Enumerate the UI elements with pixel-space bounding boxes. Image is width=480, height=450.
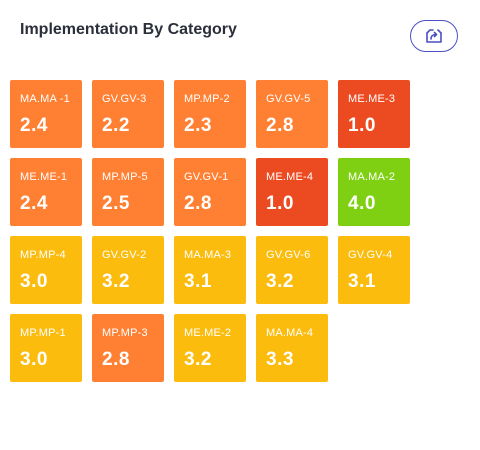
tile-code: MP.MP-1 xyxy=(20,327,66,339)
tile-score: 2.8 xyxy=(266,115,294,136)
category-tile[interactable]: MP.MP-2 2.3 xyxy=(174,80,246,148)
category-tile-grid: MA.MA -1 2.4 GV.GV-3 2.2 MP.MP-2 2.3 GV.… xyxy=(10,80,410,382)
tile-score: 2.8 xyxy=(102,349,130,370)
tile-score: 2.3 xyxy=(184,115,212,136)
tile-code: MP.MP-3 xyxy=(102,327,148,339)
tile-score: 3.0 xyxy=(20,349,48,370)
tile-score: 2.2 xyxy=(102,115,130,136)
category-tile[interactable]: MA.MA-3 3.1 xyxy=(174,236,246,304)
widget-title: Implementation By Category xyxy=(20,21,237,38)
category-tile[interactable]: ME.ME-1 2.4 xyxy=(10,158,82,226)
category-tile[interactable]: MP.MP-1 3.0 xyxy=(10,314,82,382)
export-button[interactable] xyxy=(410,20,458,52)
category-tile[interactable]: GV.GV-6 3.2 xyxy=(256,236,328,304)
tile-code: MP.MP-2 xyxy=(184,93,230,105)
category-tile[interactable]: ME.ME-4 1.0 xyxy=(256,158,328,226)
category-tile[interactable]: GV.GV-5 2.8 xyxy=(256,80,328,148)
category-tile[interactable]: MA.MA -1 2.4 xyxy=(10,80,82,148)
tile-code: ME.ME-2 xyxy=(184,327,232,339)
tile-score: 3.2 xyxy=(184,349,212,370)
tile-score: 3.2 xyxy=(266,271,294,292)
tile-score: 2.4 xyxy=(20,193,48,214)
tile-code: MA.MA-4 xyxy=(266,327,314,339)
tile-code: ME.ME-3 xyxy=(348,93,396,105)
tile-code: MP.MP-5 xyxy=(102,171,148,183)
tile-code: GV.GV-5 xyxy=(266,93,311,105)
tile-code: MP.MP-4 xyxy=(20,249,66,261)
tile-code: MA.MA-2 xyxy=(348,171,396,183)
tile-code: MA.MA-3 xyxy=(184,249,232,261)
tile-score: 2.8 xyxy=(184,193,212,214)
export-tray-arrow-icon xyxy=(425,28,443,44)
tile-score: 3.0 xyxy=(20,271,48,292)
category-tile[interactable]: MA.MA-4 3.3 xyxy=(256,314,328,382)
tile-code: GV.GV-6 xyxy=(266,249,311,261)
tile-code: MA.MA -1 xyxy=(20,93,70,105)
category-tile[interactable]: ME.ME-3 1.0 xyxy=(338,80,410,148)
category-tile[interactable]: GV.GV-3 2.2 xyxy=(92,80,164,148)
category-tile[interactable]: MP.MP-4 3.0 xyxy=(10,236,82,304)
tile-code: GV.GV-3 xyxy=(102,93,147,105)
category-tile[interactable]: ME.ME-2 3.2 xyxy=(174,314,246,382)
category-tile[interactable]: MP.MP-3 2.8 xyxy=(92,314,164,382)
tile-code: GV.GV-1 xyxy=(184,171,229,183)
tile-score: 3.2 xyxy=(102,271,130,292)
tile-score: 1.0 xyxy=(348,115,376,136)
tile-code: GV.GV-4 xyxy=(348,249,393,261)
tile-code: ME.ME-1 xyxy=(20,171,68,183)
tile-score: 3.1 xyxy=(348,271,376,292)
tile-score: 2.5 xyxy=(102,193,130,214)
tile-score: 1.0 xyxy=(266,193,294,214)
category-tile[interactable]: GV.GV-1 2.8 xyxy=(174,158,246,226)
tile-score: 2.4 xyxy=(20,115,48,136)
category-tile[interactable]: GV.GV-2 3.2 xyxy=(92,236,164,304)
tile-score: 3.1 xyxy=(184,271,212,292)
category-tile[interactable]: MA.MA-2 4.0 xyxy=(338,158,410,226)
tile-code: ME.ME-4 xyxy=(266,171,314,183)
tile-score: 4.0 xyxy=(348,193,376,214)
tile-code: GV.GV-2 xyxy=(102,249,147,261)
category-tile[interactable]: GV.GV-4 3.1 xyxy=(338,236,410,304)
tile-score: 3.3 xyxy=(266,349,294,370)
category-tile[interactable]: MP.MP-5 2.5 xyxy=(92,158,164,226)
